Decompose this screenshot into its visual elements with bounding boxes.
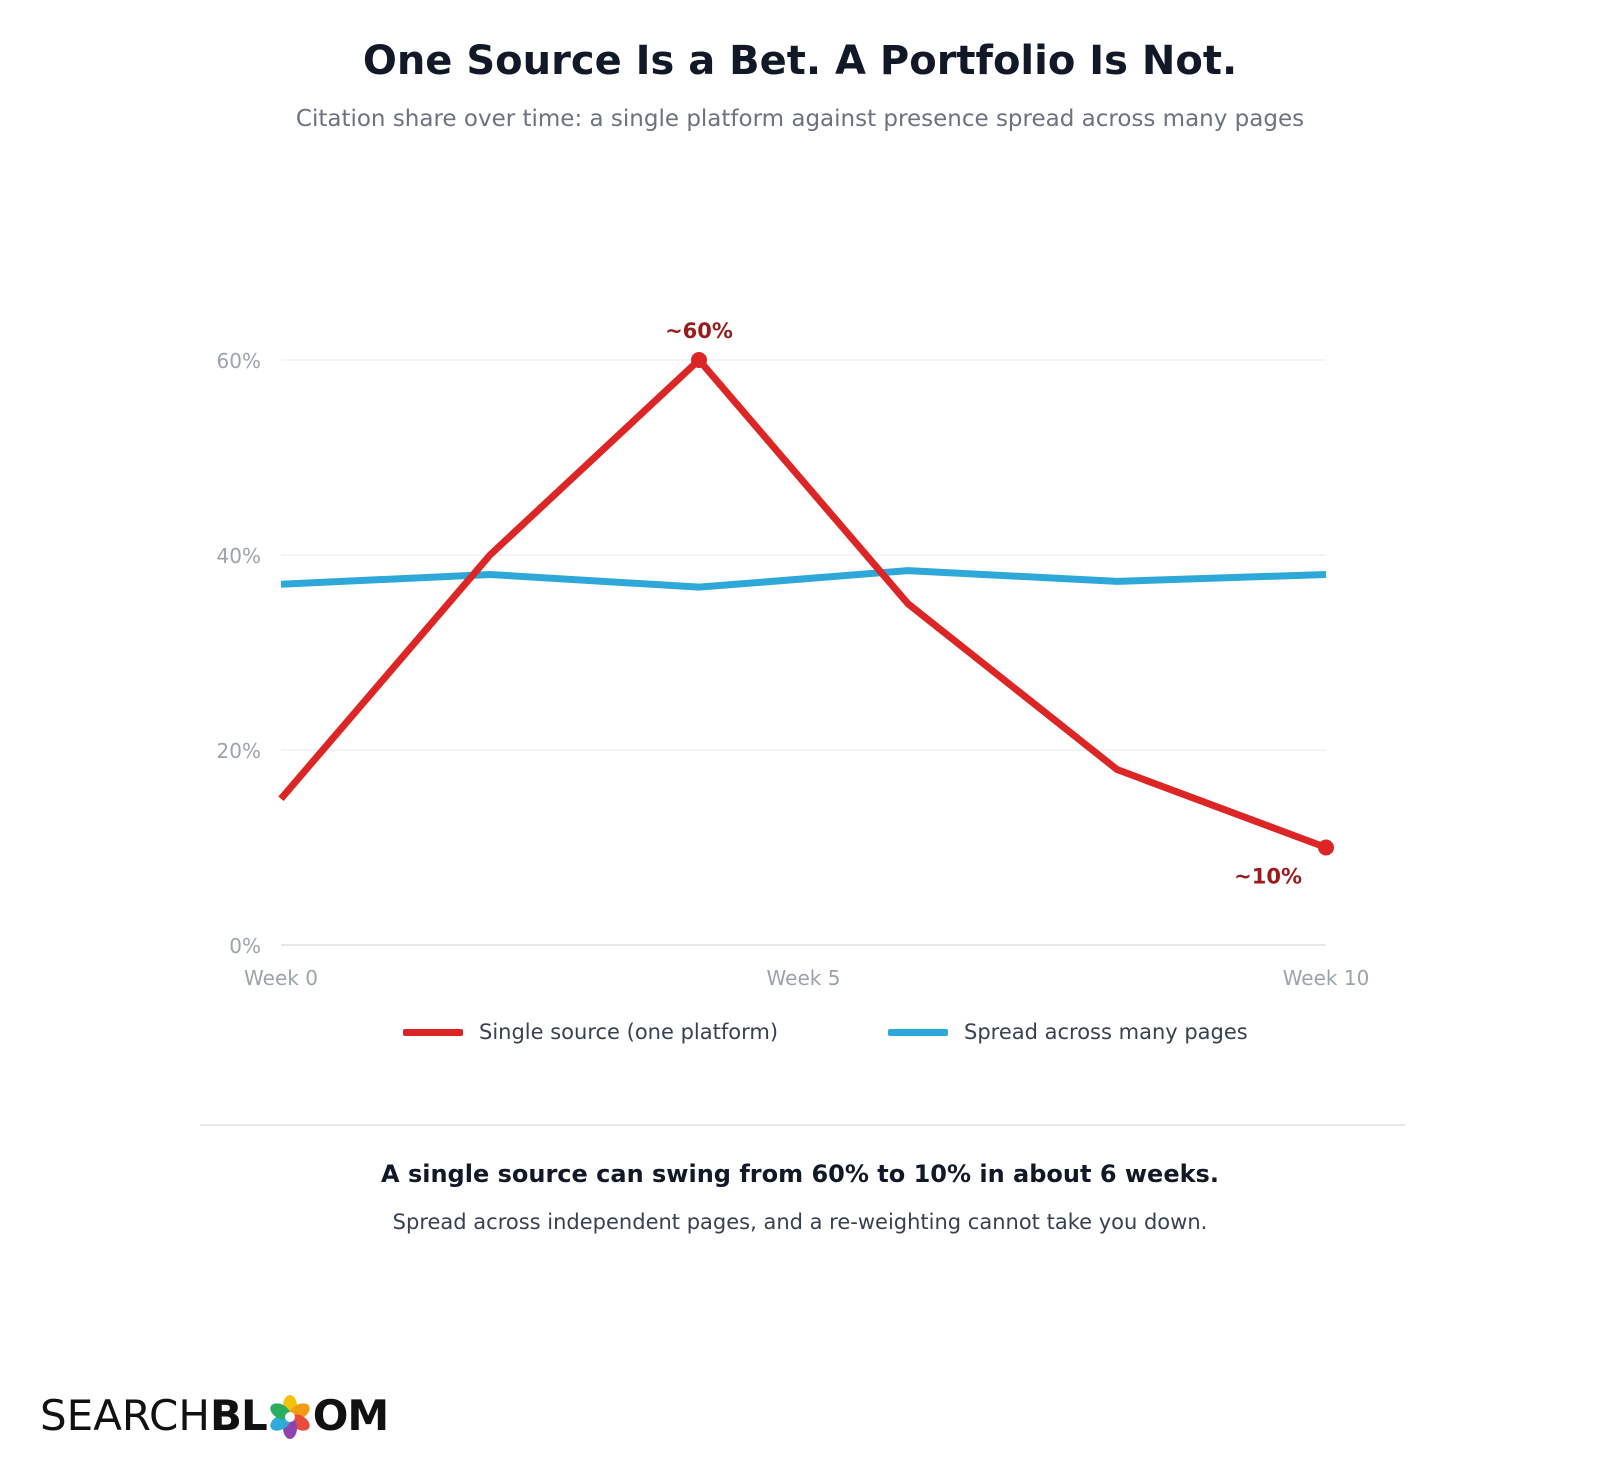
logo-text-om: OM [312,1390,389,1440]
y-tick-label: 40% [217,544,261,568]
y-tick-label: 0% [229,934,261,958]
legend-item-spread: Spread across many pages [888,1012,1248,1052]
legend-item-single-source: Single source (one platform) [403,1012,778,1052]
x-tick-label: Week 5 [767,966,841,990]
divider [200,1124,1405,1126]
logo-text-search: SEARCH [40,1390,210,1440]
chart-subtitle: Citation share over time: a single platf… [295,106,1305,132]
flower-logo-icon [270,1395,310,1439]
legend-label-spread: Spread across many pages [964,1020,1248,1044]
legend-label-single-source: Single source (one platform) [479,1020,779,1044]
annotation-label: ~10% [1234,865,1302,889]
legend-swatch-spread [888,1028,948,1036]
takeaway-subtext: Spread across independent pages, and a r… [392,1210,1208,1234]
series-line-spread [280,567,1327,591]
x-tick-label: Week 0 [244,966,318,990]
flower-center [284,1412,295,1422]
logo-text-bl: BL [209,1390,268,1440]
line-chart: 0% 20% 40% 60% Week 0 Week 5 Week 10 ~60% ~10% [217,319,1370,990]
y-tick-label: 60% [217,349,261,373]
chart-title: One Source Is a Bet. A Portfolio Is Not. [362,38,1238,84]
legend-swatch-single-source [403,1028,463,1036]
annotation-marker [691,352,707,368]
annotation-label: ~60% [665,319,733,343]
chart-legend: Single source (one platform) Spread acro… [0,1012,1600,1052]
annotation-marker [1318,839,1334,856]
brand-logo: SEARCH BL OM [40,1390,389,1440]
y-tick-label: 20% [217,739,261,763]
series-line-single-source [278,356,1328,851]
takeaway-headline: A single source can swing from 60% to 10… [381,1160,1219,1188]
x-tick-label: Week 10 [1283,966,1370,990]
